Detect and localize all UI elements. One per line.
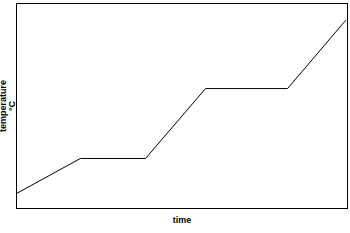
- svg-text:temperature°C: temperature°C: [0, 80, 17, 132]
- svg-text:time: time: [173, 215, 192, 225]
